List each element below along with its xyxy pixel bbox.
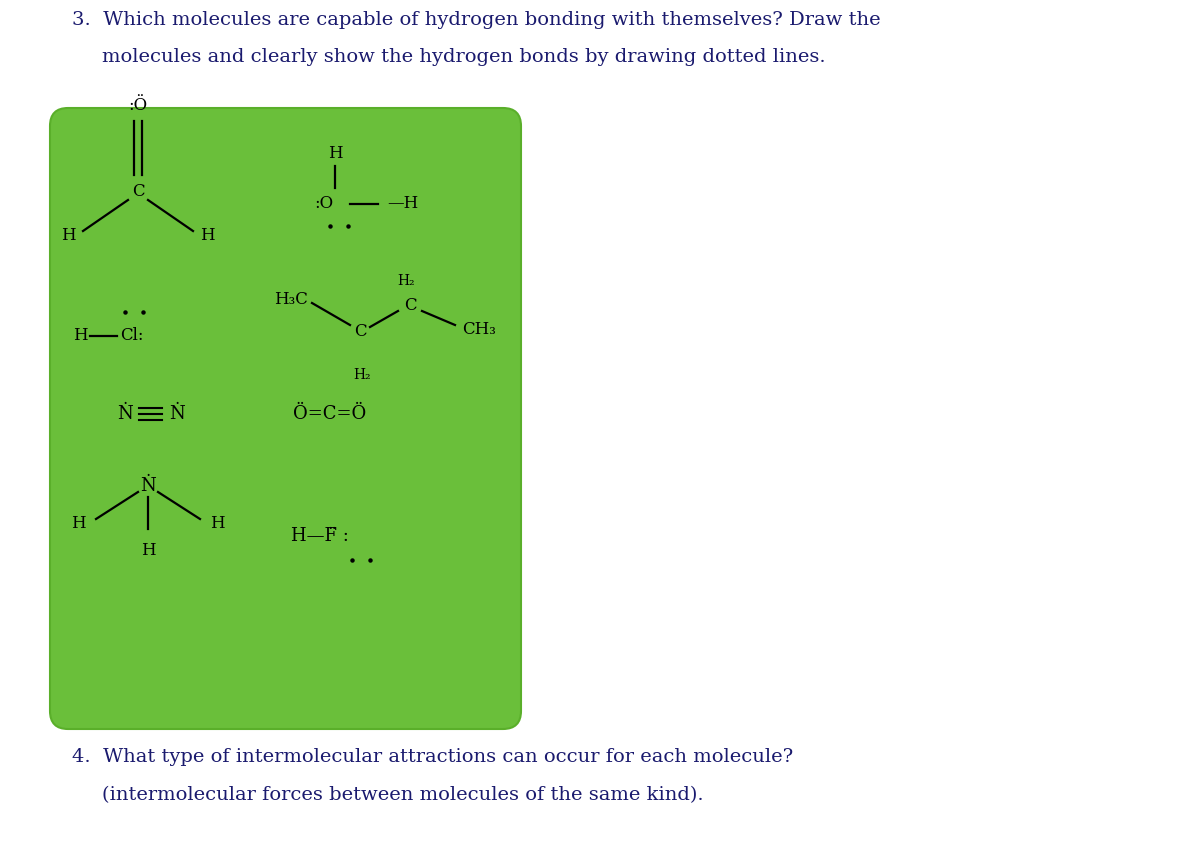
Text: H₂: H₂ — [397, 274, 415, 288]
Text: H—F̈ :: H—F̈ : — [292, 527, 349, 545]
Text: Cl:: Cl: — [120, 327, 144, 345]
Text: (intermolecular forces between molecules of the same kind).: (intermolecular forces between molecules… — [102, 786, 703, 804]
Text: H₂: H₂ — [353, 368, 371, 382]
Text: 3.  Which molecules are capable of hydrogen bonding with themselves? Draw the: 3. Which molecules are capable of hydrog… — [72, 11, 881, 29]
Text: Ö=C=Ö: Ö=C=Ö — [293, 405, 367, 423]
Text: Ṅ: Ṅ — [140, 477, 156, 495]
Text: H: H — [200, 227, 215, 243]
FancyBboxPatch shape — [50, 108, 521, 729]
Text: CH₃: CH₃ — [462, 320, 496, 338]
Text: molecules and clearly show the hydrogen bonds by drawing dotted lines.: molecules and clearly show the hydrogen … — [102, 48, 826, 66]
Text: C: C — [403, 296, 416, 313]
Text: 4.  What type of intermolecular attractions can occur for each molecule?: 4. What type of intermolecular attractio… — [72, 748, 793, 766]
Text: C: C — [132, 183, 144, 199]
Text: H: H — [73, 327, 88, 345]
Text: :O: :O — [314, 196, 334, 212]
Text: H: H — [210, 515, 224, 533]
Text: C: C — [354, 322, 366, 339]
Text: H: H — [71, 515, 86, 533]
Text: H: H — [140, 542, 155, 559]
Text: H₃C: H₃C — [274, 290, 308, 307]
Text: Ṅ: Ṅ — [169, 405, 185, 423]
Text: Ṅ: Ṅ — [118, 405, 133, 423]
Text: :Ö: :Ö — [128, 97, 148, 114]
Text: H: H — [328, 145, 342, 163]
Text: —H: —H — [386, 196, 419, 212]
Text: H: H — [61, 227, 76, 243]
